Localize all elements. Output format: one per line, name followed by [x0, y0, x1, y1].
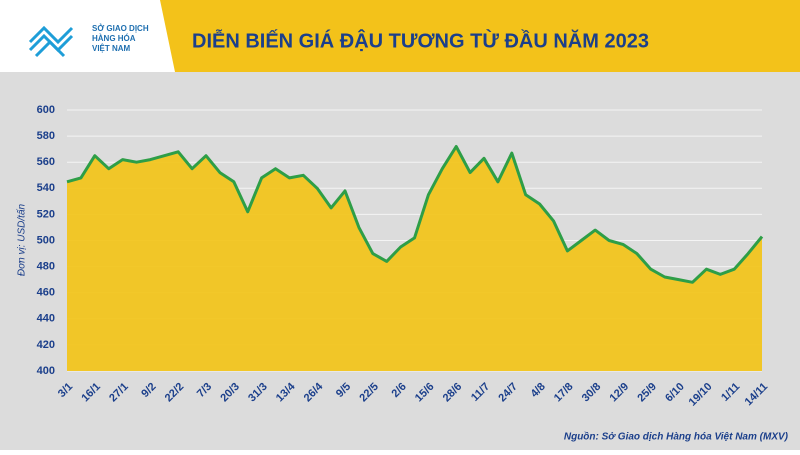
logo-shape	[0, 0, 175, 72]
y-tick-label: 480	[37, 261, 55, 273]
area	[67, 146, 762, 371]
y-tick-label: 500	[37, 234, 55, 246]
logo-text: VIỆT NAM	[92, 44, 131, 53]
y-tick-label: 420	[37, 339, 55, 351]
y-tick-label: 540	[37, 182, 55, 194]
y-tick-label: 400	[37, 365, 55, 377]
y-tick-label: 520	[37, 208, 55, 220]
y-tick-label: 460	[37, 287, 55, 299]
line	[66, 145, 764, 284]
chart-title: DIỄN BIẾN GIÁ ĐẬU TƯƠNG TỪ ĐẦU NĂM 2023	[192, 28, 649, 52]
y-tick-label: 440	[37, 313, 55, 325]
logo-text: HÀNG HÓA	[92, 34, 136, 43]
logo-icon	[28, 25, 74, 58]
y-axis-label: Đơn vị: USD/tấn	[16, 203, 28, 276]
logo-text: SỞ GIAO DỊCH	[92, 24, 149, 33]
source-note: Nguồn: Sở Giao dịch Hàng hóa Việt Nam (M…	[564, 431, 789, 443]
y-tick-label: 600	[37, 104, 55, 116]
y-tick-label: 560	[37, 156, 55, 168]
y-tick-label: 580	[37, 130, 55, 142]
